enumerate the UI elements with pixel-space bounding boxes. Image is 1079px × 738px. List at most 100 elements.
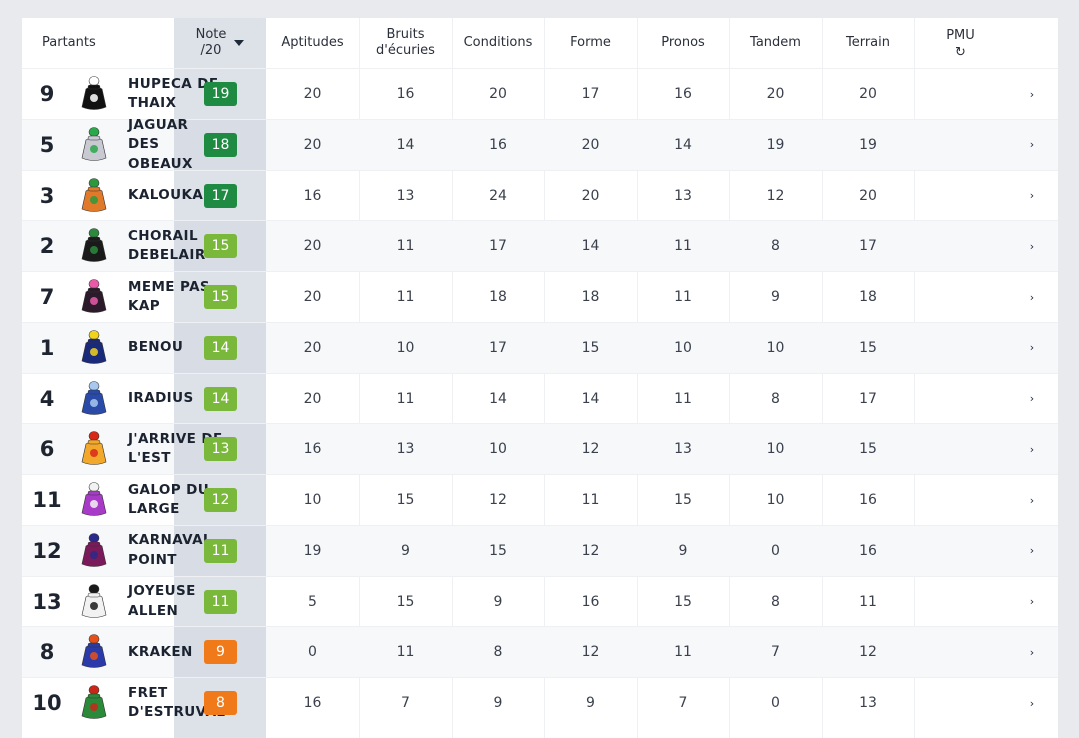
jockey-silk-icon	[81, 76, 107, 110]
header-note-sort[interactable]: Note /20	[174, 18, 266, 68]
chevron-right-icon[interactable]: ›	[1029, 341, 1035, 355]
refresh-icon[interactable]: ↻	[955, 44, 966, 60]
sort-caret-down-icon	[234, 40, 245, 46]
runner-number: 5	[39, 132, 55, 157]
runner-name[interactable]: J'ARRIVE DE L'EST	[128, 430, 223, 467]
cell-pronos: 15	[674, 593, 692, 610]
runner-name[interactable]: BENOU	[128, 339, 184, 355]
runner-name[interactable]: FRET D'ESTRUVAL	[128, 684, 226, 721]
cell-bruits: 13	[396, 187, 415, 204]
chevron-right-icon[interactable]: ›	[1029, 442, 1035, 456]
cell-aptitudes: 20	[303, 289, 322, 305]
cell-pronos: 13	[674, 187, 692, 204]
cell-terrain: 18	[859, 289, 877, 305]
header-tandem[interactable]: Tandem	[729, 18, 822, 68]
table-row[interactable]: 13 JOYEUSE ALLEN 11 5 15 9 16 15 8 11 ›	[22, 575, 1058, 627]
cell-terrain: 17	[859, 390, 877, 407]
column-separator	[544, 18, 545, 738]
note-badge: 18	[204, 132, 237, 157]
header-pmu-label: PMU	[946, 27, 975, 43]
header-aptitudes[interactable]: Aptitudes	[266, 18, 359, 68]
cell-aptitudes: 20	[303, 390, 322, 407]
column-separator	[729, 18, 730, 738]
cell-tandem: 7	[771, 644, 780, 661]
cell-tandem: 10	[766, 441, 785, 458]
cell-aptitudes: 10	[303, 492, 322, 508]
chevron-right-icon[interactable]: ›	[1029, 645, 1035, 659]
runner-number: 13	[32, 589, 62, 614]
header-terrain[interactable]: Terrain	[822, 18, 914, 68]
header-pronos-label: Pronos	[661, 35, 705, 50]
header-pronos[interactable]: Pronos	[637, 18, 729, 68]
jockey-silk-icon	[81, 532, 107, 567]
cell-tandem: 8	[771, 238, 780, 255]
cell-pronos: 15	[674, 492, 692, 508]
runner-name[interactable]: CHORAIL DEBELAIR	[128, 227, 206, 264]
cell-aptitudes: 16	[303, 441, 322, 458]
note-badge: 15	[204, 234, 237, 259]
chevron-right-icon[interactable]: ›	[1029, 493, 1035, 507]
cell-terrain: 15	[859, 441, 877, 458]
header-bruits[interactable]: Bruits d'écuries	[359, 18, 452, 68]
chevron-right-icon[interactable]: ›	[1029, 189, 1035, 202]
runner-name[interactable]: HUPECA DE THAIX	[128, 75, 219, 112]
runner-number: 7	[39, 285, 55, 309]
column-separator	[452, 18, 453, 738]
cell-aptitudes: 19	[303, 542, 322, 559]
cell-tandem: 9	[771, 289, 780, 305]
header-partants[interactable]: Partants	[42, 18, 152, 68]
table-row[interactable]: 6 J'ARRIVE DE L'EST 13 16 13 10 12 13 10 15 ›	[22, 423, 1058, 475]
table-row[interactable]: 4 IRADIUS 14 20 11 14 14 11 8 17 ›	[22, 372, 1058, 424]
table-row[interactable]: 3 KALOUKA 17 16 13 24 20 13 12 20 ›	[22, 169, 1058, 221]
table-row[interactable]: 10 FRET D'ESTRUVAL 8 16 7 9 9 7 0 13 ›	[22, 677, 1058, 728]
cell-aptitudes: 0	[308, 644, 317, 661]
runner-name[interactable]: JAGUAR DES OBEAUX	[128, 116, 193, 172]
cell-terrain: 15	[859, 339, 877, 356]
note-badge: 14	[204, 386, 237, 411]
runner-name[interactable]: JOYEUSE ALLEN	[128, 583, 196, 619]
cell-terrain: 12	[859, 644, 877, 661]
cell-terrain: 11	[859, 593, 877, 610]
chevron-right-icon[interactable]: ›	[1029, 544, 1035, 558]
header-forme[interactable]: Forme	[544, 18, 637, 68]
cell-pronos: 11	[674, 644, 692, 661]
runner-number: 12	[32, 538, 62, 563]
table-row[interactable]: 7 MEME PAS KAP 15 20 11 18 18 11 9 18 ›	[22, 271, 1058, 322]
cell-forme: 12	[581, 542, 600, 559]
header-pmu[interactable]: PMU ↻	[914, 18, 1007, 68]
runner-number: 10	[32, 691, 62, 715]
chevron-right-icon[interactable]: ›	[1029, 595, 1035, 608]
cell-pronos: 11	[674, 238, 692, 255]
runner-name[interactable]: KARNAVAL POINT	[128, 532, 212, 568]
table-row[interactable]: 9 HUPECA DE THAIX 19 20 16 20 17 16 20 20 ›	[22, 68, 1058, 119]
cell-forme: 15	[581, 339, 600, 356]
cell-terrain: 20	[859, 187, 877, 204]
table-row[interactable]: 2 CHORAIL DEBELAIR 15 20 11 17 14 11 8 17 ›	[22, 220, 1058, 272]
runner-number: 6	[39, 437, 55, 462]
header-conditions[interactable]: Conditions	[452, 18, 544, 68]
chevron-right-icon[interactable]: ›	[1029, 392, 1035, 405]
table-row[interactable]: 12 KARNAVAL POINT 11 19 9 15 12 9 0 16 ›	[22, 524, 1058, 576]
runner-name[interactable]: IRADIUS	[128, 389, 194, 406]
chevron-right-icon[interactable]: ›	[1029, 239, 1035, 253]
table-row[interactable]: 1 BENOU 14 20 10 17 15 10 10 15 ›	[22, 321, 1058, 373]
table-row[interactable]: 11 GALOP DU LARGE 12 10 15 12 11 15 10 16 ›	[22, 474, 1058, 525]
note-badge: 13	[204, 437, 237, 462]
chevron-right-icon[interactable]: ›	[1029, 138, 1035, 152]
table-row[interactable]: 5 JAGUAR DES OBEAUX 18 20 14 16 20 14 19 19 ›	[22, 116, 1058, 172]
cell-forme: 14	[581, 390, 600, 407]
cell-terrain: 16	[859, 492, 877, 508]
chevron-right-icon[interactable]: ›	[1029, 87, 1035, 101]
table-row[interactable]: 8 KRAKEN 9 0 11 8 12 11 7 12 ›	[22, 626, 1058, 678]
runner-name[interactable]: GALOP DU LARGE	[128, 481, 210, 518]
runner-name[interactable]: MEME PAS KAP	[128, 278, 211, 315]
runner-name[interactable]: KALOUKA	[128, 186, 204, 203]
cell-conditions: 10	[489, 441, 507, 458]
runner-name[interactable]: KRAKEN	[128, 643, 193, 660]
chevron-right-icon[interactable]: ›	[1029, 696, 1035, 710]
runner-number: 3	[39, 183, 55, 208]
cell-terrain: 20	[859, 86, 877, 102]
cell-forme: 11	[581, 492, 600, 508]
cell-bruits: 11	[396, 289, 415, 305]
chevron-right-icon[interactable]: ›	[1029, 290, 1035, 304]
